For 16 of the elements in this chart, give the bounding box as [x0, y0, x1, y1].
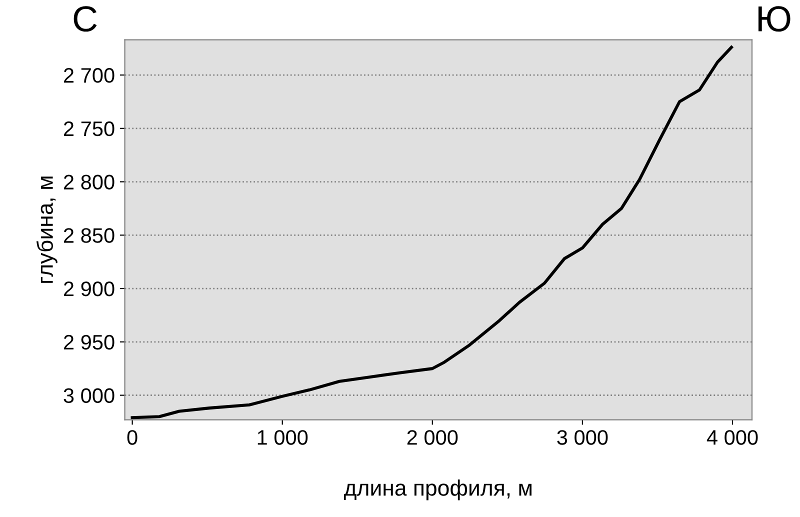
y-tick-label: 2 800: [64, 174, 114, 190]
y-tick-label: 3 000: [64, 388, 114, 404]
x-tick-label: 4 000: [706, 430, 758, 445]
x-tick-label: 3 000: [557, 430, 608, 445]
x-tick-label: 2 000: [407, 430, 458, 445]
y-axis-title: глубина, м: [36, 176, 58, 283]
text: С: [74, 6, 97, 32]
y-tick-label: 2 750: [64, 121, 114, 136]
y-tick-label: 2 850: [64, 228, 114, 243]
x-axis-title: длина профиля, м: [344, 480, 532, 500]
y-tick-label: 2 900: [64, 282, 114, 296]
y-tick-label: 2 950: [64, 334, 114, 350]
x-tick-label: 0: [127, 430, 138, 445]
text: Ю: [758, 6, 790, 32]
y-tick-label: 2 700: [64, 68, 114, 83]
x-tick-label: 1 000: [258, 430, 308, 445]
